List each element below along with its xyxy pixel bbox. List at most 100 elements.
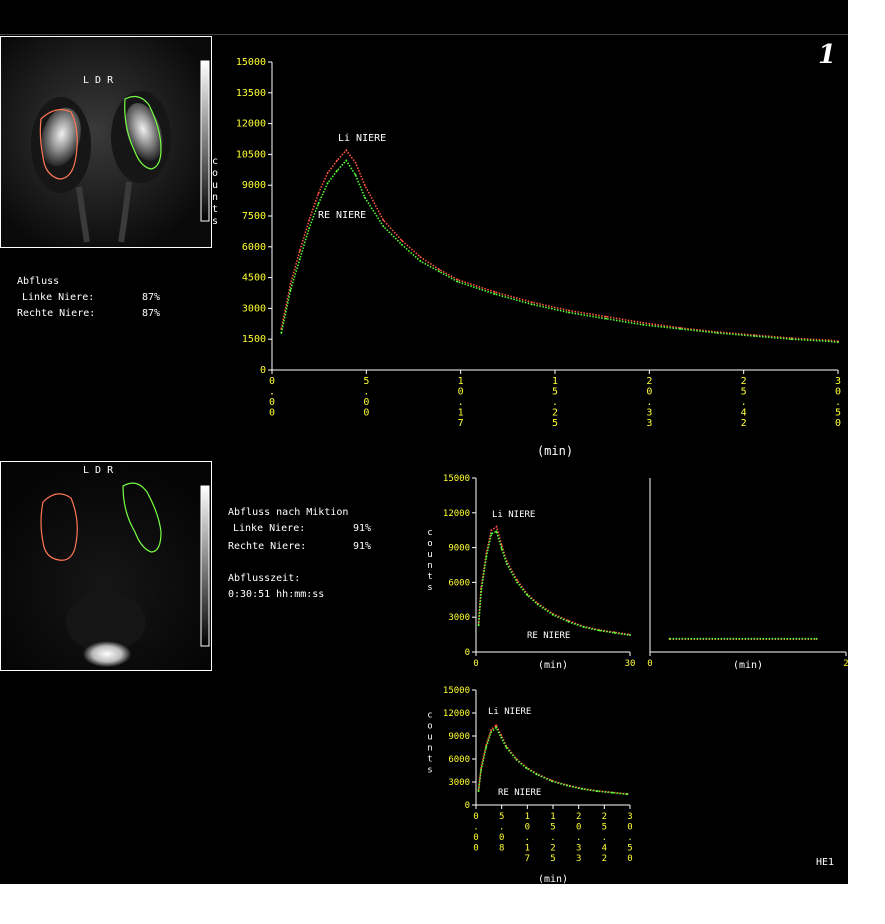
data-point — [363, 184, 366, 187]
y-tick-label: 0 — [260, 365, 266, 376]
data-point — [419, 256, 422, 258]
y-tick-label: 6000 — [242, 242, 266, 253]
page-number: 1 — [818, 40, 837, 70]
outflow-time-value: 0:30:51 hh:mm:ss — [228, 589, 325, 600]
data-point — [490, 728, 493, 731]
data-point — [505, 562, 508, 565]
outflow-right-label: Rechte Niere: — [17, 308, 96, 319]
outflow-left-value: 87% — [142, 292, 161, 303]
data-point — [598, 629, 601, 632]
data-point — [568, 309, 570, 312]
data-point — [298, 258, 301, 261]
renal-scan-post: L D R — [0, 461, 212, 671]
series-line-left-kidney — [280, 149, 839, 343]
x-axis-label: (min) — [538, 660, 568, 671]
data-point — [815, 637, 818, 640]
chart-3: 0 2 (min) — [647, 478, 848, 671]
data-point — [345, 159, 348, 162]
data-point — [530, 301, 533, 304]
data-point — [490, 731, 493, 734]
data-point — [567, 620, 570, 623]
data-point — [552, 613, 554, 616]
colorbar-label-text: counts — [211, 156, 219, 227]
data-point — [336, 169, 338, 172]
y-tick-label: 12000 — [443, 709, 470, 719]
data-point — [495, 525, 498, 528]
data-point — [438, 270, 440, 273]
y-tick-label: 3000 — [448, 613, 470, 623]
data-point — [515, 758, 518, 761]
data-point — [480, 767, 482, 770]
data-point — [516, 581, 518, 584]
series-line-left-kidney — [477, 525, 631, 636]
data-point — [493, 293, 496, 295]
data-point — [289, 282, 292, 285]
y-tick-label: 13500 — [236, 88, 266, 99]
data-point — [550, 780, 553, 783]
data-point — [568, 311, 570, 314]
y-tick-label: 4500 — [242, 273, 266, 284]
y-tick-label: 0 — [465, 648, 470, 658]
series-label: RE NIERE — [318, 210, 366, 221]
data-point — [298, 250, 301, 252]
y-tick-label: 15000 — [443, 474, 470, 484]
data-point — [354, 174, 357, 176]
data-point — [827, 340, 830, 343]
data-point — [382, 219, 385, 222]
outflow-post-heading: Abfluss nach Miktion — [228, 507, 349, 518]
y-tick-label: 9000 — [242, 180, 266, 191]
y-tick-label: 1500 — [242, 334, 266, 345]
x-tick-label: 0 — [647, 659, 652, 669]
chart-1: 0 1500 3000 4500 6000 7500 9000 10500 12000 13500… — [236, 57, 841, 458]
data-point — [516, 579, 518, 581]
series-label: Li NIERE — [488, 707, 531, 717]
data-point — [438, 268, 440, 271]
data-point — [500, 736, 503, 739]
data-point — [326, 171, 329, 174]
y-tick-label: 6000 — [448, 578, 470, 588]
data-point — [480, 590, 483, 593]
x-tick-label: 2 — [843, 659, 848, 669]
series-line-right-kidney — [477, 530, 631, 636]
outflow-right-value: 87% — [142, 308, 161, 319]
data-point — [289, 289, 292, 291]
chart-2: 0 3000 6000 9000 12000 15000 c o u n t s 0 30 (min) Li … — [427, 474, 635, 671]
renal-scan-early: L D R — [0, 36, 212, 248]
data-point — [837, 341, 839, 344]
y-tick-label: 3000 — [242, 303, 266, 314]
data-point — [629, 634, 631, 637]
orientation-label-post: L D R — [83, 465, 114, 476]
data-point — [525, 767, 528, 770]
data-point — [480, 769, 482, 772]
series-line-right-kidney — [477, 726, 628, 796]
data-point — [490, 529, 493, 532]
orientation-label: L D R — [83, 75, 114, 86]
data-point — [582, 626, 585, 628]
data-point — [308, 219, 311, 222]
data-point — [308, 227, 311, 230]
data-point — [419, 260, 422, 263]
data-point — [485, 555, 488, 558]
data-point — [613, 631, 616, 634]
data-point — [596, 790, 599, 793]
y-tick-label: 12000 — [443, 509, 470, 519]
data-point — [477, 624, 480, 627]
data-point — [581, 788, 583, 790]
data-point — [336, 159, 338, 162]
y-tick-label: 9000 — [448, 732, 470, 742]
data-point — [605, 315, 607, 318]
y-tick-label: 15000 — [443, 686, 470, 696]
data-point — [535, 773, 538, 776]
y-tick-label: 9000 — [448, 544, 470, 554]
data-point — [790, 338, 793, 341]
series-label: RE NIERE — [527, 631, 570, 641]
data-point — [477, 790, 480, 793]
data-point — [363, 196, 366, 199]
data-point — [382, 225, 385, 228]
